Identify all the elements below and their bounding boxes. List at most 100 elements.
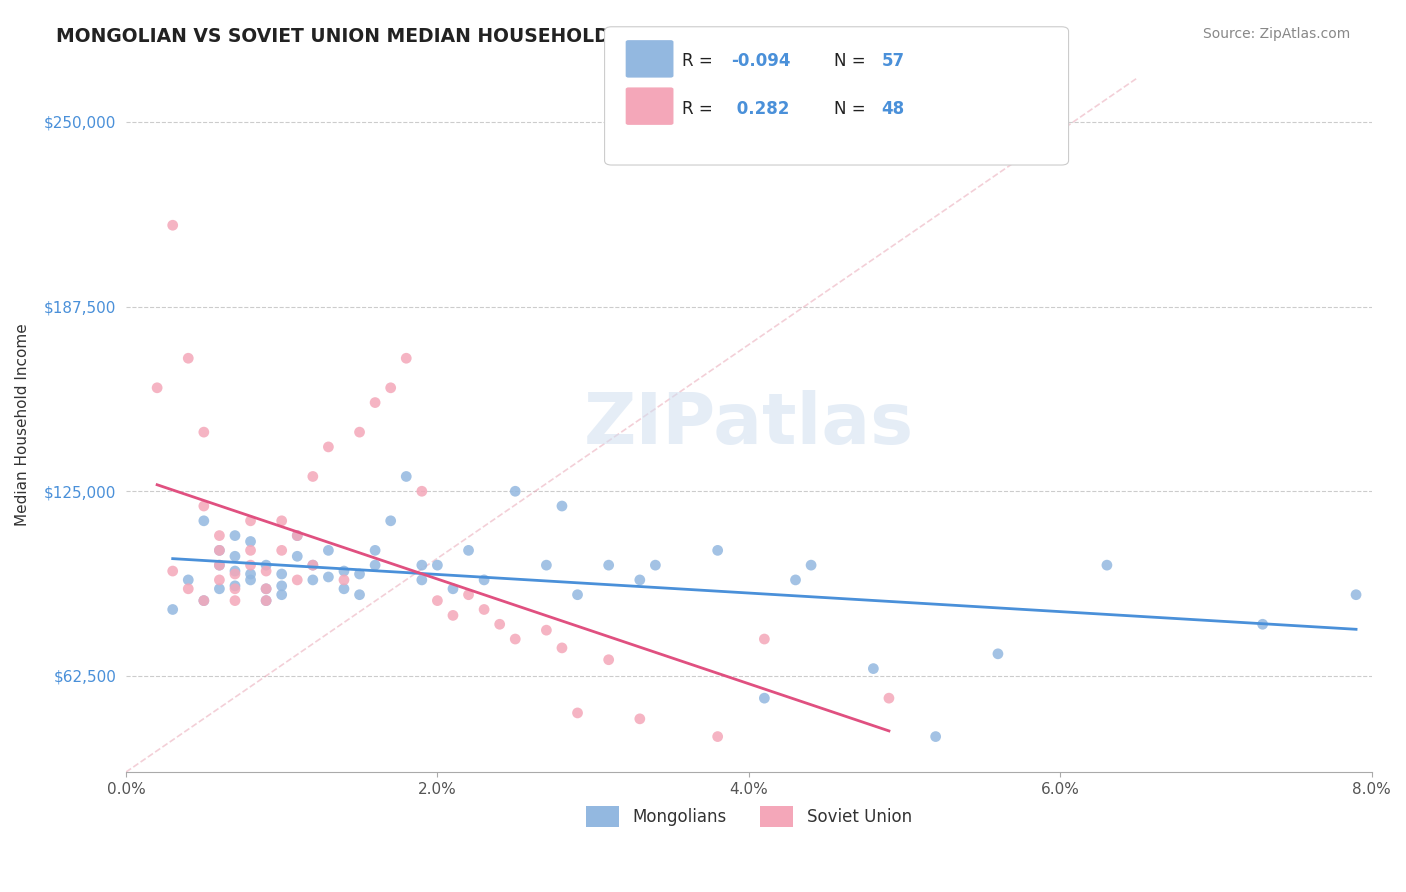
Text: Source: ZipAtlas.com: Source: ZipAtlas.com <box>1202 27 1350 41</box>
Point <box>318 440 340 454</box>
Point <box>254 564 277 578</box>
Point <box>254 558 277 573</box>
Point <box>239 543 262 558</box>
Point <box>270 567 292 582</box>
Point <box>285 573 308 587</box>
Point <box>177 582 200 596</box>
Point <box>301 573 323 587</box>
Point <box>224 593 246 607</box>
Point <box>457 588 479 602</box>
Point <box>536 558 558 573</box>
Point <box>285 528 308 542</box>
Point <box>162 218 184 232</box>
Point <box>208 528 231 542</box>
Point <box>270 514 292 528</box>
Point <box>333 573 356 587</box>
Point <box>441 582 464 596</box>
Point <box>146 381 169 395</box>
Text: R =: R = <box>682 52 718 70</box>
Point <box>706 543 728 558</box>
Point <box>224 579 246 593</box>
Point <box>208 543 231 558</box>
Point <box>333 582 356 596</box>
Point <box>441 608 464 623</box>
Text: 57: 57 <box>882 52 904 70</box>
Point <box>301 558 323 573</box>
Text: MONGOLIAN VS SOVIET UNION MEDIAN HOUSEHOLD INCOME CORRELATION CHART: MONGOLIAN VS SOVIET UNION MEDIAN HOUSEHO… <box>56 27 932 45</box>
Legend: Mongolians, Soviet Union: Mongolians, Soviet Union <box>579 799 918 833</box>
Point <box>567 588 589 602</box>
Point <box>411 484 433 499</box>
Point <box>754 691 776 706</box>
Point <box>395 351 418 366</box>
Point <box>239 534 262 549</box>
Text: R =: R = <box>682 100 718 118</box>
Point <box>457 543 479 558</box>
Point <box>177 573 200 587</box>
Point <box>598 653 620 667</box>
Text: N =: N = <box>834 52 870 70</box>
Point <box>239 514 262 528</box>
Point <box>364 558 387 573</box>
Point <box>301 469 323 483</box>
Point <box>706 730 728 744</box>
Point <box>224 549 246 564</box>
Point <box>270 579 292 593</box>
Point <box>598 558 620 573</box>
Point <box>644 558 666 573</box>
Point <box>254 582 277 596</box>
Text: 0.282: 0.282 <box>731 100 790 118</box>
Point <box>208 582 231 596</box>
Point <box>239 558 262 573</box>
Point <box>754 632 776 646</box>
Point <box>208 558 231 573</box>
Point <box>1095 558 1118 573</box>
Point <box>380 514 402 528</box>
Point <box>987 647 1010 661</box>
Point <box>208 543 231 558</box>
Point <box>193 514 215 528</box>
Point <box>254 582 277 596</box>
Point <box>254 593 277 607</box>
Point <box>224 582 246 596</box>
Point <box>270 543 292 558</box>
Point <box>193 593 215 607</box>
Point <box>318 543 340 558</box>
Point <box>551 499 574 513</box>
Point <box>628 573 651 587</box>
Text: -0.094: -0.094 <box>731 52 790 70</box>
Point <box>349 425 371 439</box>
Point <box>567 706 589 720</box>
Point <box>254 593 277 607</box>
Point <box>628 712 651 726</box>
Point <box>1344 588 1367 602</box>
Point <box>426 558 449 573</box>
Point <box>162 602 184 616</box>
Point <box>503 632 526 646</box>
Point <box>285 549 308 564</box>
Point <box>800 558 823 573</box>
Point <box>301 558 323 573</box>
Point <box>208 573 231 587</box>
Point <box>488 617 510 632</box>
Text: 48: 48 <box>882 100 904 118</box>
Point <box>162 564 184 578</box>
Point <box>177 351 200 366</box>
Point <box>551 640 574 655</box>
Point <box>785 573 807 587</box>
Point <box>208 558 231 573</box>
Text: ZIPatlas: ZIPatlas <box>583 390 914 459</box>
Point <box>924 730 946 744</box>
Point <box>503 484 526 499</box>
Point <box>395 469 418 483</box>
Point <box>224 567 246 582</box>
Point <box>349 567 371 582</box>
Point <box>426 593 449 607</box>
Point <box>239 567 262 582</box>
Point <box>380 381 402 395</box>
Point <box>411 558 433 573</box>
Point <box>224 528 246 542</box>
Point <box>270 588 292 602</box>
Point <box>193 499 215 513</box>
Point <box>349 588 371 602</box>
